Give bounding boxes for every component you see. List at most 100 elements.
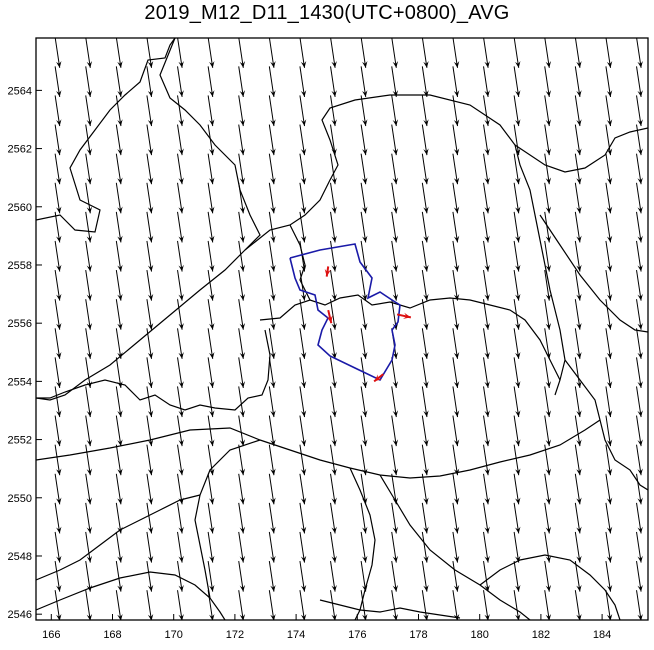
site-wind-arrow bbox=[396, 312, 412, 319]
wind-arrow bbox=[452, 502, 460, 534]
wind-arrow bbox=[85, 124, 93, 156]
wind-arrow bbox=[115, 444, 123, 476]
wind-arrow bbox=[85, 473, 93, 505]
wind-arrow bbox=[574, 124, 582, 156]
wind-arrow bbox=[360, 66, 368, 98]
wind-arrow bbox=[207, 153, 215, 185]
wind-arrow bbox=[146, 473, 154, 505]
site-wind-arrow bbox=[326, 309, 333, 324]
wind-arrow bbox=[299, 182, 307, 214]
wind-arrow bbox=[207, 473, 215, 505]
site-arrows bbox=[324, 266, 412, 383]
wind-arrow bbox=[421, 415, 429, 447]
wind-arrow bbox=[330, 502, 337, 534]
wind-arrow bbox=[483, 502, 490, 534]
wind-arrow bbox=[238, 124, 246, 156]
boundary-line bbox=[289, 224, 311, 301]
boundary-line bbox=[36, 38, 176, 233]
wind-arrow bbox=[207, 182, 215, 214]
wind-arrow bbox=[115, 357, 123, 389]
wind-arrow bbox=[636, 269, 643, 301]
wind-arrow bbox=[330, 531, 337, 563]
wind-arrow bbox=[636, 66, 643, 98]
wind-arrow bbox=[421, 560, 429, 592]
wind-arrow bbox=[54, 502, 62, 534]
wind-arrow bbox=[636, 386, 643, 418]
site-wind-arrow bbox=[373, 373, 384, 383]
wind-arrow bbox=[513, 124, 521, 156]
wind-arrow bbox=[115, 299, 123, 330]
wind-arrow bbox=[421, 153, 429, 185]
wind-arrow bbox=[513, 328, 521, 359]
x-tick-label: 166 bbox=[42, 629, 60, 641]
wind-arrow bbox=[268, 269, 276, 301]
wind-arrow bbox=[54, 473, 62, 505]
wind-arrow bbox=[421, 531, 429, 563]
wind-arrow bbox=[483, 444, 490, 476]
wind-arrow bbox=[574, 415, 582, 447]
wind-arrow bbox=[268, 328, 276, 359]
site-wind-arrow bbox=[324, 266, 331, 277]
wind-arrow bbox=[544, 211, 552, 243]
wind-arrow bbox=[177, 269, 184, 301]
wind-arrow bbox=[330, 66, 337, 98]
wind-arrow bbox=[544, 66, 552, 98]
wind-arrow bbox=[360, 590, 368, 620]
wind-arrow bbox=[605, 531, 613, 563]
wind-arrow bbox=[483, 95, 490, 127]
wind-arrow bbox=[146, 386, 154, 418]
wind-arrow bbox=[238, 240, 246, 272]
wind-arrow bbox=[360, 211, 368, 243]
wind-arrow bbox=[85, 299, 93, 330]
wind-arrow bbox=[268, 357, 276, 389]
wind-arrow bbox=[238, 182, 246, 214]
wind-arrow bbox=[544, 560, 552, 592]
wind-arrow bbox=[177, 386, 184, 418]
wind-arrow bbox=[452, 386, 460, 418]
wind-arrow bbox=[238, 386, 246, 418]
wind-arrow bbox=[544, 153, 552, 185]
wind-arrow bbox=[268, 95, 276, 127]
wind-arrow bbox=[299, 269, 307, 301]
wind-arrow bbox=[605, 153, 613, 185]
x-tick-label: 168 bbox=[103, 629, 121, 641]
wind-arrow bbox=[483, 299, 490, 330]
wind-arrow bbox=[544, 124, 552, 156]
wind-arrow bbox=[268, 473, 276, 505]
wind-arrow bbox=[330, 124, 337, 156]
wind-arrow bbox=[115, 502, 123, 534]
wind-arrow bbox=[513, 357, 521, 389]
wind-arrow bbox=[636, 444, 643, 476]
wind-arrow bbox=[544, 386, 552, 418]
wind-arrow bbox=[268, 502, 276, 534]
wind-arrow bbox=[513, 95, 521, 127]
wind-arrow bbox=[391, 153, 399, 185]
wind-arrow bbox=[483, 328, 490, 359]
wind-arrow bbox=[177, 299, 184, 330]
wind-arrow bbox=[207, 299, 215, 330]
wind-arrow bbox=[605, 386, 613, 418]
wind-arrow bbox=[268, 240, 276, 272]
wind-arrow bbox=[238, 66, 246, 98]
wind-arrow bbox=[54, 444, 62, 476]
wind-arrow bbox=[605, 38, 613, 68]
wind-arrow bbox=[177, 124, 184, 156]
wind-arrow bbox=[54, 66, 62, 98]
y-tick-label: 2548 bbox=[8, 551, 32, 563]
wind-arrow bbox=[513, 590, 521, 620]
wind-arrow bbox=[513, 415, 521, 447]
site-boundary-outline bbox=[289, 243, 401, 382]
wind-arrow bbox=[636, 328, 643, 359]
wind-arrow bbox=[299, 328, 307, 359]
wind-arrow bbox=[574, 590, 582, 620]
y-tick-label: 2556 bbox=[8, 318, 32, 330]
wind-arrow bbox=[636, 560, 643, 592]
wind-arrow bbox=[605, 444, 613, 476]
wind-arrow bbox=[452, 590, 460, 620]
y-tick-label: 2562 bbox=[8, 144, 32, 156]
wind-arrow bbox=[146, 560, 154, 592]
wind-arrow bbox=[238, 211, 246, 243]
wind-arrow bbox=[207, 531, 215, 563]
wind-arrow bbox=[238, 560, 246, 592]
